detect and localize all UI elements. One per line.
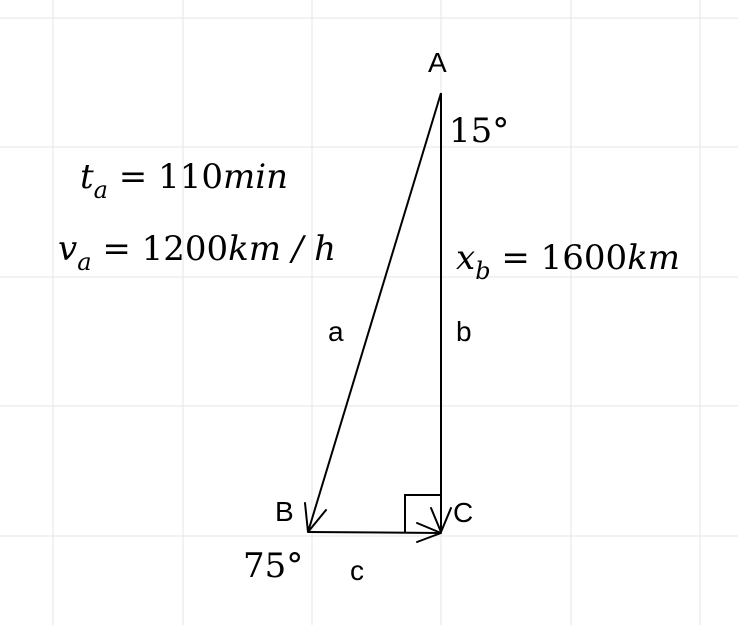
equation-time-sub: a [94, 176, 108, 204]
equation-velocity-sub: a [77, 248, 91, 276]
equation-velocity: va = 1200km / h [58, 229, 336, 276]
equation-distance-rhs: = 1600 [491, 238, 628, 278]
side-label-b: b [456, 316, 472, 347]
equation-velocity-unit: km / h [228, 229, 336, 269]
side-a-vector [304, 92, 442, 533]
side-label-a: a [328, 316, 344, 347]
vertex-label-c: C [453, 497, 473, 528]
vertex-label-b: B [275, 496, 294, 527]
equation-distance: xb = 1600km [456, 238, 680, 285]
equation-time-unit: min [223, 157, 288, 197]
equation-velocity-rhs: = 1200 [92, 229, 229, 269]
equation-time-rhs: = 110 [108, 157, 223, 197]
vertex-label-a: A [428, 47, 447, 78]
equation-time-var: t [80, 157, 94, 197]
right-angle-marker [404, 494, 441, 533]
angle-label-b: 75° [243, 546, 303, 586]
equation-time: ta = 110min [80, 157, 288, 204]
side-label-c: c [350, 555, 364, 586]
side-b-vector [430, 93, 452, 533]
equation-distance-sub: b [475, 257, 490, 285]
equation-distance-var: x [456, 238, 475, 278]
equation-velocity-var: v [58, 229, 77, 269]
equation-distance-unit: km [627, 238, 680, 278]
angle-label-a: 15° [449, 111, 509, 151]
side-c-vector [307, 522, 442, 543]
